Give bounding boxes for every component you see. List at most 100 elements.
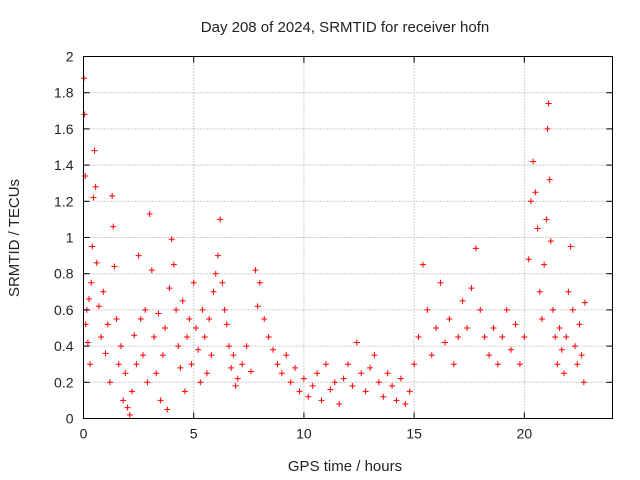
data-point <box>225 343 232 350</box>
data-point <box>433 325 440 331</box>
data-point <box>544 125 551 132</box>
data-point <box>230 352 237 359</box>
data-point <box>175 343 182 350</box>
data-point <box>155 310 162 317</box>
data-point <box>131 332 138 339</box>
data-point <box>464 325 471 331</box>
data-point <box>86 296 93 303</box>
data-point <box>151 334 158 341</box>
data-point <box>144 379 151 386</box>
data-point <box>375 379 382 386</box>
data-point <box>109 192 116 199</box>
data-point <box>572 343 579 350</box>
data-point <box>177 364 184 371</box>
grid-layer <box>83 56 613 419</box>
data-point <box>516 361 523 368</box>
data-point <box>287 379 294 386</box>
data-point <box>494 361 501 368</box>
data-point <box>219 279 226 286</box>
data-point <box>153 370 160 377</box>
data-point <box>87 361 94 368</box>
data-point <box>569 306 576 313</box>
data-point <box>133 361 140 368</box>
data-point <box>106 379 113 386</box>
data-point <box>534 225 541 232</box>
data-point <box>248 368 255 375</box>
data-point <box>208 352 215 359</box>
data-point <box>254 303 261 310</box>
data-point <box>142 306 149 313</box>
data-point <box>362 388 369 395</box>
data-point <box>536 288 543 295</box>
x-tick-label: 15 <box>406 426 422 442</box>
data-point <box>358 370 365 377</box>
data-point <box>530 158 537 165</box>
data-point <box>512 321 519 328</box>
data-point <box>199 306 206 313</box>
data-point <box>459 297 466 304</box>
data-point <box>389 382 396 389</box>
data-point <box>252 267 259 274</box>
data-point <box>157 397 164 404</box>
y-tick-label: 0.6 <box>54 302 74 318</box>
data-point <box>168 236 175 243</box>
data-point <box>93 259 100 266</box>
data-point <box>135 252 142 259</box>
data-point <box>239 361 246 368</box>
data-point <box>243 343 250 350</box>
data-point <box>98 334 105 341</box>
data-point <box>162 325 169 331</box>
data-point <box>214 252 221 259</box>
data-point <box>525 256 532 263</box>
data-point <box>181 388 188 395</box>
data-point <box>554 361 561 368</box>
data-point <box>261 315 268 322</box>
data-point <box>486 352 493 359</box>
data-point <box>406 388 413 395</box>
data-point <box>558 346 565 353</box>
data-point <box>300 375 307 382</box>
data-point <box>490 325 497 331</box>
data-point <box>477 306 484 313</box>
tick-labels: 00.20.40.60.811.21.41.61.820 5 10 15 20 <box>54 49 532 442</box>
data-point <box>345 361 351 368</box>
data-point <box>576 321 583 328</box>
data-point <box>283 352 290 359</box>
y-tick-label: 0.8 <box>54 266 74 282</box>
data-point <box>527 198 534 205</box>
y-tick-label: 0.4 <box>54 338 74 354</box>
data-point <box>90 194 97 201</box>
data-point <box>89 243 96 250</box>
data-point <box>166 285 173 292</box>
y-tick-label: 0.2 <box>54 374 74 390</box>
chart-title: Day 208 of 2024, SRMTID for receiver hof… <box>201 19 489 36</box>
data-point <box>159 352 166 359</box>
data-point <box>126 411 133 418</box>
data-point <box>546 176 553 183</box>
data-point <box>508 346 515 353</box>
data-point <box>146 210 153 217</box>
data-point <box>327 386 334 393</box>
data-point <box>580 379 587 386</box>
data-point <box>137 315 144 322</box>
data-point <box>296 388 303 395</box>
data-point <box>446 315 453 322</box>
data-point <box>437 279 444 286</box>
data-point <box>547 238 554 245</box>
data-point <box>318 397 325 404</box>
data-point <box>195 346 202 353</box>
data-point <box>188 361 195 368</box>
data-point <box>552 334 559 341</box>
data-point <box>503 306 510 313</box>
data-point <box>120 397 127 404</box>
y-tick-label: 1 <box>66 230 74 246</box>
y-tick-label: 2 <box>66 49 74 65</box>
data-point <box>81 111 88 118</box>
data-point <box>336 401 343 408</box>
data-point <box>556 325 563 331</box>
data-point <box>201 334 208 341</box>
x-tick-label: 0 <box>80 426 88 442</box>
data-point <box>170 261 177 268</box>
data-point <box>415 334 422 341</box>
